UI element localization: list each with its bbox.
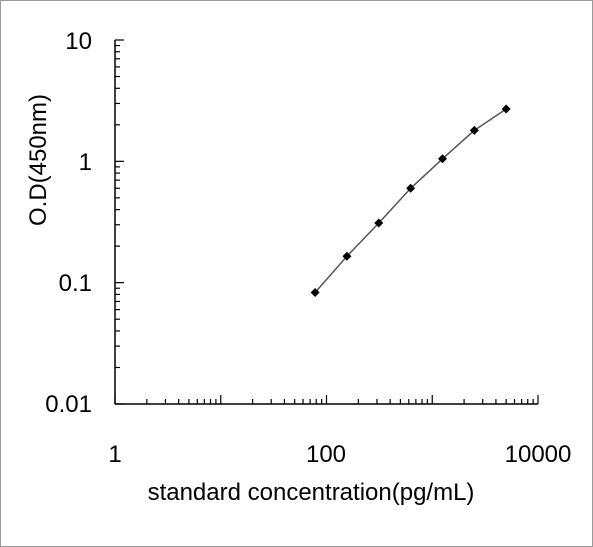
x-axis-ticks [114,395,539,404]
y-tick-labels: 10 1 0.1 0.01 [45,28,92,418]
data-point-marker [437,154,447,164]
series-line [314,108,507,293]
y-tick-label: 1 [79,149,92,176]
data-point-marker [501,104,511,114]
data-point-marker [310,287,320,297]
y-tick-label: 0.1 [59,270,92,297]
data-point-marker [406,183,416,193]
y-tick-label: 0.01 [45,391,92,418]
series-markers [310,104,511,297]
data-point-marker [342,251,352,261]
y-axis-ticks [115,39,124,405]
y-tick-label: 10 [65,28,92,55]
data-point-marker [374,218,384,228]
y-axis-title: O.D(450nm) [25,94,52,226]
x-axis-title: standard concentration(pg/mL) [148,479,475,506]
x-tick-labels: 1 100 10000 [108,441,571,468]
x-tick-label: 10000 [505,441,572,468]
x-tick-label: 1 [108,441,121,468]
x-tick-label: 100 [306,441,346,468]
data-point-marker [469,125,479,135]
